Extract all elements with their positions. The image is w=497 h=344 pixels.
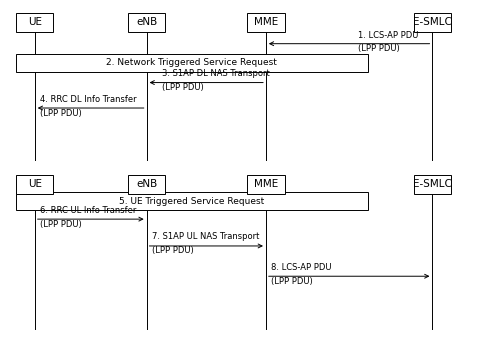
Bar (414, 13, 451, 32)
Text: MME: MME (254, 179, 278, 189)
Text: (LPP PDU): (LPP PDU) (271, 277, 313, 286)
Text: 5. UE Triggered Service Request: 5. UE Triggered Service Request (119, 197, 264, 206)
Bar (128, 13, 165, 32)
Text: eNB: eNB (136, 17, 157, 28)
Text: 6. RRC UL Info Transfer: 6. RRC UL Info Transfer (40, 206, 136, 215)
Text: (LPP PDU): (LPP PDU) (162, 83, 203, 92)
Bar (16, 54, 368, 72)
Text: 1. LCS-AP PDU: 1. LCS-AP PDU (358, 31, 418, 40)
Text: UE: UE (28, 179, 42, 189)
Text: MME: MME (254, 17, 278, 28)
Bar (16, 13, 54, 32)
Text: (LPP PDU): (LPP PDU) (358, 44, 400, 53)
Bar (16, 175, 54, 193)
Bar (248, 175, 285, 193)
Text: UE: UE (28, 17, 42, 28)
Text: 2. Network Triggered Service Request: 2. Network Triggered Service Request (106, 58, 277, 67)
Text: eNB: eNB (136, 179, 157, 189)
Text: (LPP PDU): (LPP PDU) (40, 220, 82, 229)
Text: 4. RRC DL Info Transfer: 4. RRC DL Info Transfer (40, 95, 136, 104)
Text: (LPP PDU): (LPP PDU) (152, 246, 193, 255)
Bar (248, 13, 285, 32)
Text: 8. LCS-AP PDU: 8. LCS-AP PDU (271, 263, 331, 272)
Text: 7. S1AP UL NAS Transport: 7. S1AP UL NAS Transport (152, 233, 259, 241)
Text: 3. S1AP DL NAS Transport: 3. S1AP DL NAS Transport (162, 69, 269, 78)
Text: (LPP PDU): (LPP PDU) (40, 109, 82, 118)
Bar (16, 192, 368, 210)
Bar (414, 175, 451, 193)
Text: E-SMLC: E-SMLC (413, 17, 452, 28)
Bar (128, 175, 165, 193)
Text: E-SMLC: E-SMLC (413, 179, 452, 189)
